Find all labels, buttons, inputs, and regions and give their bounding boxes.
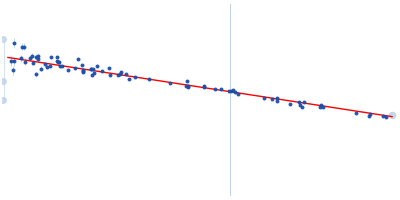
- Point: [42, 63, 48, 66]
- Point: [90, 67, 96, 70]
- Point: [48, 55, 54, 58]
- Point: [320, 105, 326, 109]
- Point: [235, 93, 241, 96]
- Point: [8, 60, 14, 63]
- Point: [0, 79, 6, 82]
- Point: [20, 45, 27, 49]
- Point: [29, 54, 36, 57]
- Point: [47, 64, 53, 67]
- Point: [287, 103, 293, 106]
- Point: [380, 114, 386, 117]
- Point: [91, 71, 98, 74]
- Point: [80, 71, 87, 74]
- Point: [118, 70, 124, 74]
- Point: [184, 84, 191, 88]
- Point: [58, 65, 65, 68]
- Point: [366, 114, 372, 117]
- Point: [116, 72, 123, 75]
- Point: [78, 64, 85, 67]
- Point: [80, 69, 86, 72]
- Point: [273, 97, 280, 100]
- Point: [226, 89, 232, 92]
- Point: [54, 55, 60, 59]
- Point: [18, 45, 25, 48]
- Point: [230, 89, 236, 92]
- Point: [88, 67, 94, 70]
- Point: [301, 101, 308, 104]
- Point: [10, 41, 17, 45]
- Point: [261, 96, 268, 99]
- Point: [32, 73, 39, 76]
- Point: [185, 85, 192, 89]
- Point: [367, 113, 374, 116]
- Point: [44, 65, 50, 69]
- Point: [166, 82, 173, 85]
- Point: [54, 60, 60, 63]
- Point: [296, 100, 302, 104]
- Point: [228, 90, 234, 93]
- Point: [38, 67, 44, 70]
- Point: [201, 86, 207, 89]
- Point: [232, 90, 238, 93]
- Point: [382, 116, 389, 119]
- Point: [22, 60, 28, 63]
- Point: [0, 98, 6, 102]
- Point: [26, 57, 33, 60]
- Point: [30, 61, 36, 64]
- Point: [107, 73, 114, 76]
- Point: [212, 88, 218, 91]
- Point: [123, 72, 129, 76]
- Point: [56, 60, 62, 63]
- Point: [269, 98, 275, 101]
- Point: [88, 67, 94, 71]
- Point: [89, 74, 95, 77]
- Point: [218, 87, 224, 90]
- Point: [115, 74, 121, 77]
- Point: [35, 58, 41, 61]
- Point: [34, 54, 41, 57]
- Point: [298, 105, 305, 108]
- Point: [65, 68, 71, 71]
- Point: [80, 69, 86, 72]
- Point: [146, 78, 152, 81]
- Point: [11, 60, 17, 63]
- Point: [10, 69, 16, 72]
- Point: [389, 114, 395, 117]
- Point: [75, 58, 81, 61]
- Point: [94, 65, 100, 68]
- Point: [0, 37, 6, 40]
- Point: [183, 80, 190, 83]
- Point: [106, 66, 112, 69]
- Point: [98, 70, 105, 73]
- Point: [296, 103, 303, 107]
- Point: [32, 55, 39, 59]
- Point: [132, 75, 139, 78]
- Point: [317, 105, 323, 108]
- Point: [318, 103, 324, 106]
- Point: [274, 99, 280, 103]
- Point: [183, 85, 190, 88]
- Point: [72, 66, 78, 70]
- Point: [353, 112, 360, 115]
- Point: [200, 85, 207, 88]
- Point: [126, 78, 132, 81]
- Point: [57, 64, 64, 67]
- Point: [18, 57, 24, 60]
- Point: [55, 61, 61, 64]
